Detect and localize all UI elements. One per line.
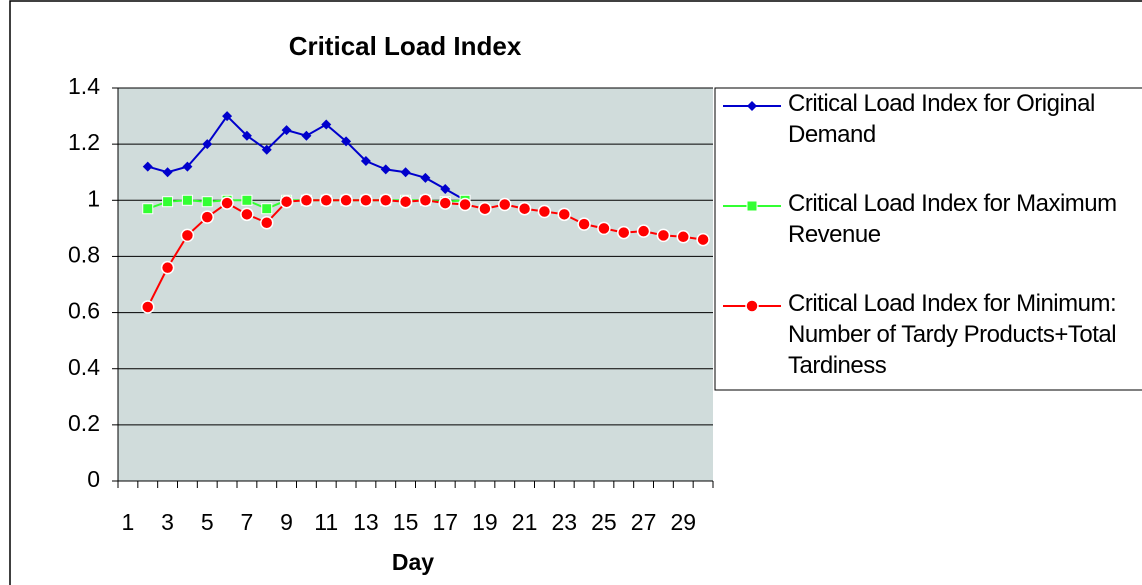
marker xyxy=(261,203,273,215)
marker xyxy=(636,224,651,238)
x-tick-label: 7 xyxy=(241,509,254,535)
y-tick-label: 0.2 xyxy=(68,410,100,436)
marker xyxy=(222,111,233,122)
marker xyxy=(438,196,452,210)
marker xyxy=(577,217,591,231)
marker xyxy=(240,207,254,222)
x-tick-label: 25 xyxy=(591,509,617,535)
marker xyxy=(656,228,671,243)
y-tick-label: 1.2 xyxy=(68,129,100,155)
marker xyxy=(359,193,373,208)
marker xyxy=(696,232,710,247)
legend-label: Critical Load Index for Original Demand xyxy=(788,90,1095,148)
x-tick-label: 11 xyxy=(314,509,338,535)
marker xyxy=(458,197,472,212)
chart-title: Critical Load Index xyxy=(289,31,522,61)
marker xyxy=(319,193,333,208)
y-tick-label: 0 xyxy=(87,466,100,492)
x-tick-label: 9 xyxy=(280,509,293,535)
x-tick-label: 27 xyxy=(631,509,657,535)
marker xyxy=(745,299,759,313)
marker xyxy=(339,193,353,208)
marker xyxy=(220,196,234,210)
x-tick-label: 15 xyxy=(393,509,419,535)
marker xyxy=(201,196,213,208)
marker xyxy=(746,200,758,212)
x-tick-label: 17 xyxy=(432,509,458,535)
marker xyxy=(241,194,253,206)
marker xyxy=(260,215,274,230)
marker xyxy=(160,260,175,275)
marker xyxy=(747,101,757,111)
marker xyxy=(418,193,433,208)
series xyxy=(141,193,710,314)
marker xyxy=(379,193,393,208)
marker xyxy=(537,204,552,219)
marker xyxy=(142,203,154,215)
x-axis-label: Day xyxy=(392,549,434,575)
marker xyxy=(398,194,413,209)
plot-area xyxy=(118,88,713,481)
y-tick-label: 0.6 xyxy=(68,298,100,324)
x-tick-label: 29 xyxy=(670,509,696,535)
series xyxy=(142,111,471,206)
marker xyxy=(162,167,173,178)
marker xyxy=(182,161,193,172)
x-tick-label: 23 xyxy=(551,509,577,535)
x-tick-label: 13 xyxy=(353,509,379,535)
x-tick-label: 19 xyxy=(472,509,498,535)
marker xyxy=(142,161,153,172)
marker xyxy=(261,144,272,155)
marker xyxy=(180,228,195,243)
legend-label: Critical Load Index for Minimum: Number … xyxy=(788,290,1117,379)
marker xyxy=(162,196,174,208)
marker xyxy=(181,194,193,206)
marker xyxy=(420,172,431,183)
marker xyxy=(517,201,532,216)
y-tick-label: 1.4 xyxy=(68,73,100,99)
marker xyxy=(380,164,391,175)
marker xyxy=(400,167,411,178)
legend-box xyxy=(714,87,1142,391)
y-tick-label: 0.8 xyxy=(68,242,100,268)
marker xyxy=(281,125,292,136)
marker xyxy=(301,130,312,141)
x-tick-label: 21 xyxy=(512,509,538,535)
marker xyxy=(498,197,512,212)
x-tick-label: 1 xyxy=(122,509,135,535)
marker xyxy=(341,136,352,147)
y-tick-label: 1 xyxy=(87,185,100,211)
marker xyxy=(241,130,252,141)
marker xyxy=(200,210,214,224)
marker xyxy=(617,225,631,240)
legend-label: Critical Load Index for Maximum Revenue xyxy=(788,190,1117,248)
marker xyxy=(321,119,332,130)
marker xyxy=(676,230,690,244)
marker xyxy=(141,300,155,314)
marker xyxy=(299,193,314,208)
marker xyxy=(279,194,294,209)
marker xyxy=(478,201,492,216)
marker xyxy=(360,155,371,166)
x-tick-label: 3 xyxy=(161,509,174,535)
marker xyxy=(440,184,451,195)
marker xyxy=(597,221,611,236)
y-tick-label: 0.4 xyxy=(68,354,100,380)
x-tick-label: 5 xyxy=(201,509,214,535)
marker xyxy=(202,139,213,150)
marker xyxy=(557,207,571,222)
